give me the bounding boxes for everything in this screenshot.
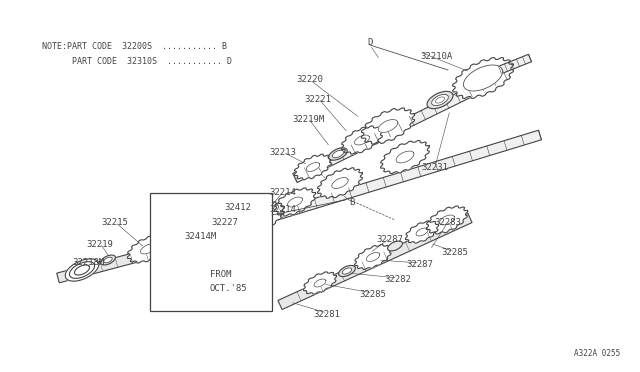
Polygon shape bbox=[193, 130, 541, 245]
Text: 32215: 32215 bbox=[102, 218, 129, 227]
Polygon shape bbox=[292, 71, 508, 183]
Polygon shape bbox=[381, 141, 429, 173]
Polygon shape bbox=[499, 54, 531, 74]
Polygon shape bbox=[189, 252, 237, 282]
Polygon shape bbox=[332, 177, 348, 189]
Ellipse shape bbox=[339, 266, 355, 276]
Text: 32214: 32214 bbox=[269, 205, 296, 214]
Polygon shape bbox=[463, 65, 502, 91]
Text: 32213: 32213 bbox=[269, 148, 296, 157]
Text: 32287: 32287 bbox=[406, 260, 433, 269]
Text: 32221: 32221 bbox=[305, 95, 332, 104]
Polygon shape bbox=[294, 154, 332, 180]
Text: 32412: 32412 bbox=[225, 203, 252, 212]
Text: 32283: 32283 bbox=[435, 218, 461, 227]
Polygon shape bbox=[307, 163, 320, 171]
Polygon shape bbox=[366, 253, 380, 262]
Text: B: B bbox=[349, 198, 355, 207]
Polygon shape bbox=[405, 221, 438, 243]
Text: PART CODE  32310S  ........... D: PART CODE 32310S ........... D bbox=[42, 57, 232, 66]
Ellipse shape bbox=[388, 241, 403, 251]
Text: 32219M: 32219M bbox=[292, 115, 324, 124]
Ellipse shape bbox=[427, 91, 453, 109]
Text: 32231: 32231 bbox=[422, 163, 449, 172]
Polygon shape bbox=[202, 201, 248, 231]
Text: 32220: 32220 bbox=[296, 75, 323, 84]
Text: 32414M: 32414M bbox=[184, 232, 216, 241]
Polygon shape bbox=[239, 202, 285, 232]
Polygon shape bbox=[193, 225, 230, 250]
Polygon shape bbox=[355, 135, 369, 145]
Polygon shape bbox=[378, 119, 397, 132]
Ellipse shape bbox=[100, 255, 115, 265]
Polygon shape bbox=[361, 108, 415, 144]
Bar bbox=[150, 193, 272, 311]
Polygon shape bbox=[355, 244, 392, 269]
Ellipse shape bbox=[104, 257, 112, 263]
Text: 32282: 32282 bbox=[385, 275, 412, 284]
Polygon shape bbox=[217, 211, 233, 221]
Polygon shape bbox=[287, 197, 303, 207]
Polygon shape bbox=[278, 214, 472, 310]
Ellipse shape bbox=[342, 268, 351, 274]
Text: FROM: FROM bbox=[210, 270, 232, 279]
Polygon shape bbox=[57, 238, 191, 283]
Ellipse shape bbox=[332, 150, 344, 158]
Polygon shape bbox=[205, 234, 219, 243]
Text: 32285: 32285 bbox=[360, 290, 387, 299]
Ellipse shape bbox=[329, 148, 348, 160]
Ellipse shape bbox=[435, 97, 445, 103]
Polygon shape bbox=[396, 151, 414, 163]
Text: OCT.'85: OCT.'85 bbox=[210, 284, 248, 293]
Polygon shape bbox=[440, 215, 454, 225]
Text: 32227: 32227 bbox=[212, 218, 239, 227]
Polygon shape bbox=[141, 244, 156, 254]
Text: 32218M: 32218M bbox=[72, 258, 104, 267]
Text: 32285: 32285 bbox=[442, 248, 468, 257]
Polygon shape bbox=[317, 168, 363, 198]
Polygon shape bbox=[416, 228, 428, 236]
Text: 32210A: 32210A bbox=[420, 52, 452, 61]
Polygon shape bbox=[341, 126, 383, 154]
Polygon shape bbox=[274, 188, 316, 216]
Text: 32214: 32214 bbox=[269, 188, 296, 197]
Ellipse shape bbox=[431, 94, 449, 106]
Polygon shape bbox=[303, 272, 337, 294]
Text: 32219: 32219 bbox=[86, 240, 113, 249]
Polygon shape bbox=[65, 259, 99, 281]
Text: A322A 0255: A322A 0255 bbox=[573, 349, 620, 358]
Text: 32287: 32287 bbox=[376, 235, 403, 244]
Polygon shape bbox=[254, 212, 270, 222]
Polygon shape bbox=[426, 206, 468, 234]
Text: 32281: 32281 bbox=[314, 310, 340, 319]
Polygon shape bbox=[127, 235, 169, 263]
Polygon shape bbox=[452, 58, 513, 99]
Text: D: D bbox=[367, 38, 372, 47]
Polygon shape bbox=[314, 279, 326, 287]
Text: NOTE:PART CODE  32200S  ........... B: NOTE:PART CODE 32200S ........... B bbox=[42, 42, 227, 51]
